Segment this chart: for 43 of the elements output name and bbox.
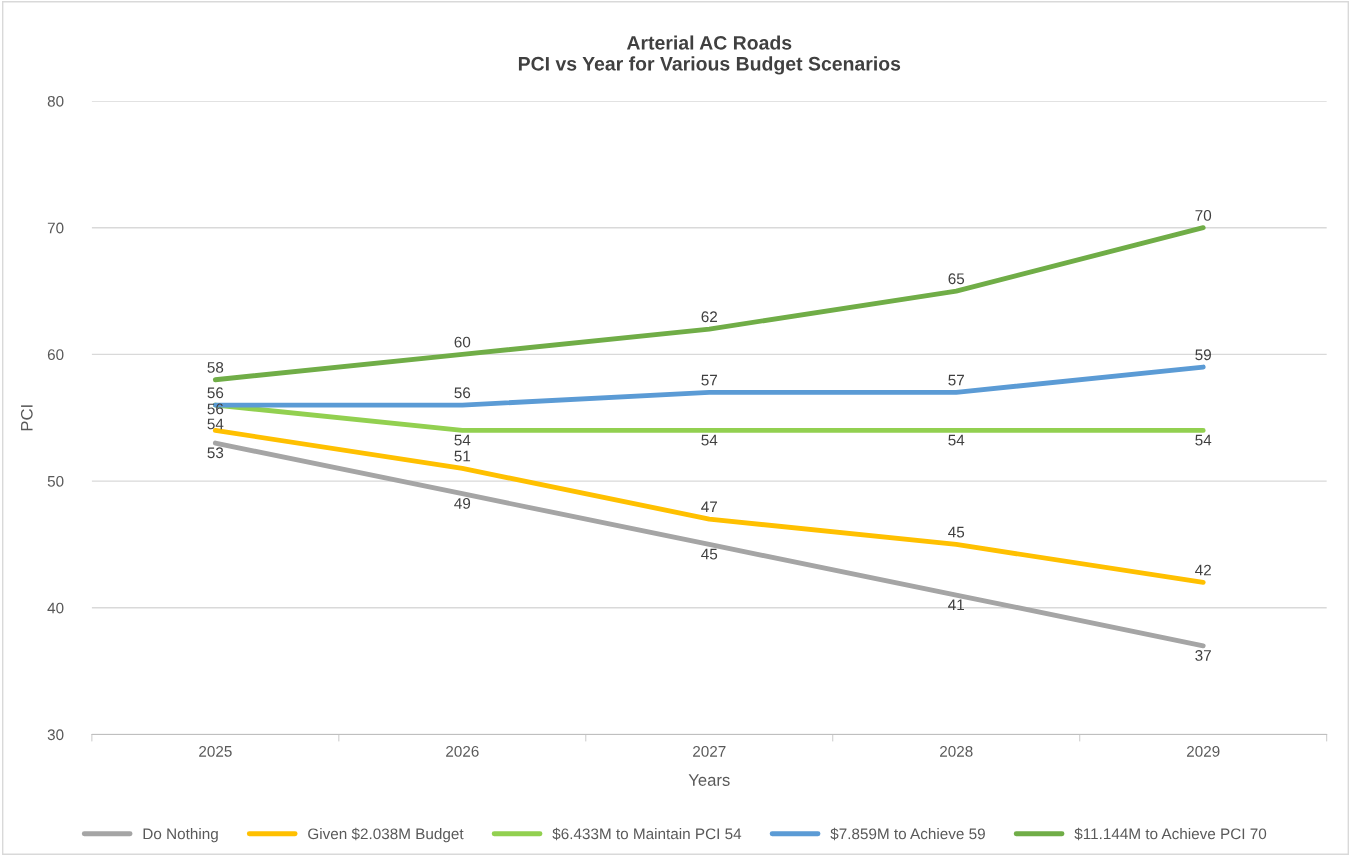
- data-label: 41: [948, 599, 964, 611]
- data-label: 62: [701, 311, 718, 323]
- y-tick-label: 50: [47, 475, 64, 487]
- x-tick-label: 2025: [199, 745, 232, 757]
- legend-label: $11.144M to Achieve PCI 70: [1074, 827, 1267, 841]
- data-label: 54: [948, 434, 965, 446]
- data-label: 54: [207, 418, 224, 430]
- x-tick-label: 2027: [693, 745, 726, 757]
- x-axis-title: Years: [688, 774, 730, 786]
- data-label: 56: [454, 387, 471, 399]
- data-label: 56: [207, 387, 224, 399]
- y-tick-label: 30: [47, 729, 64, 741]
- data-label: 37: [1195, 650, 1211, 661]
- x-tick-label: 2029: [1186, 745, 1220, 757]
- data-label: 49: [454, 498, 471, 509]
- data-label: 54: [1195, 434, 1212, 446]
- data-label: 51: [454, 450, 471, 462]
- data-label: 42: [1195, 564, 1211, 576]
- data-label: 53: [207, 447, 224, 459]
- y-tick-label: 40: [47, 602, 64, 614]
- legend-label: Do Nothing: [143, 828, 218, 843]
- data-label: 60: [454, 336, 471, 348]
- data-label: 54: [454, 434, 471, 446]
- y-tick-label: 70: [47, 222, 64, 234]
- data-label: 65: [948, 273, 965, 285]
- y-axis-title: PCI: [20, 405, 33, 431]
- data-label: 57: [948, 374, 964, 386]
- x-tick-label: 2026: [446, 745, 479, 757]
- data-label: 59: [1195, 349, 1211, 361]
- x-tick-label: 2028: [940, 745, 973, 757]
- data-label: 45: [701, 548, 718, 560]
- y-tick-label: 60: [47, 349, 64, 361]
- legend-label: $6.433M to Maintain PCI 54: [552, 827, 742, 841]
- data-label: 57: [701, 374, 718, 386]
- legend-label: $7.859M to Achieve 59: [830, 827, 985, 841]
- data-label: 54: [701, 434, 718, 446]
- legend-label: Given $2.038M Budget: [308, 827, 464, 843]
- data-label: 70: [1195, 209, 1212, 221]
- y-tick-label: 80: [47, 95, 64, 107]
- data-label: 58: [207, 362, 224, 373]
- data-label: 47: [701, 501, 718, 513]
- data-label: 45: [948, 526, 965, 538]
- chart-title: Arterial AC Roads PCI vs Year for Various Budget Scenarios: [518, 35, 901, 75]
